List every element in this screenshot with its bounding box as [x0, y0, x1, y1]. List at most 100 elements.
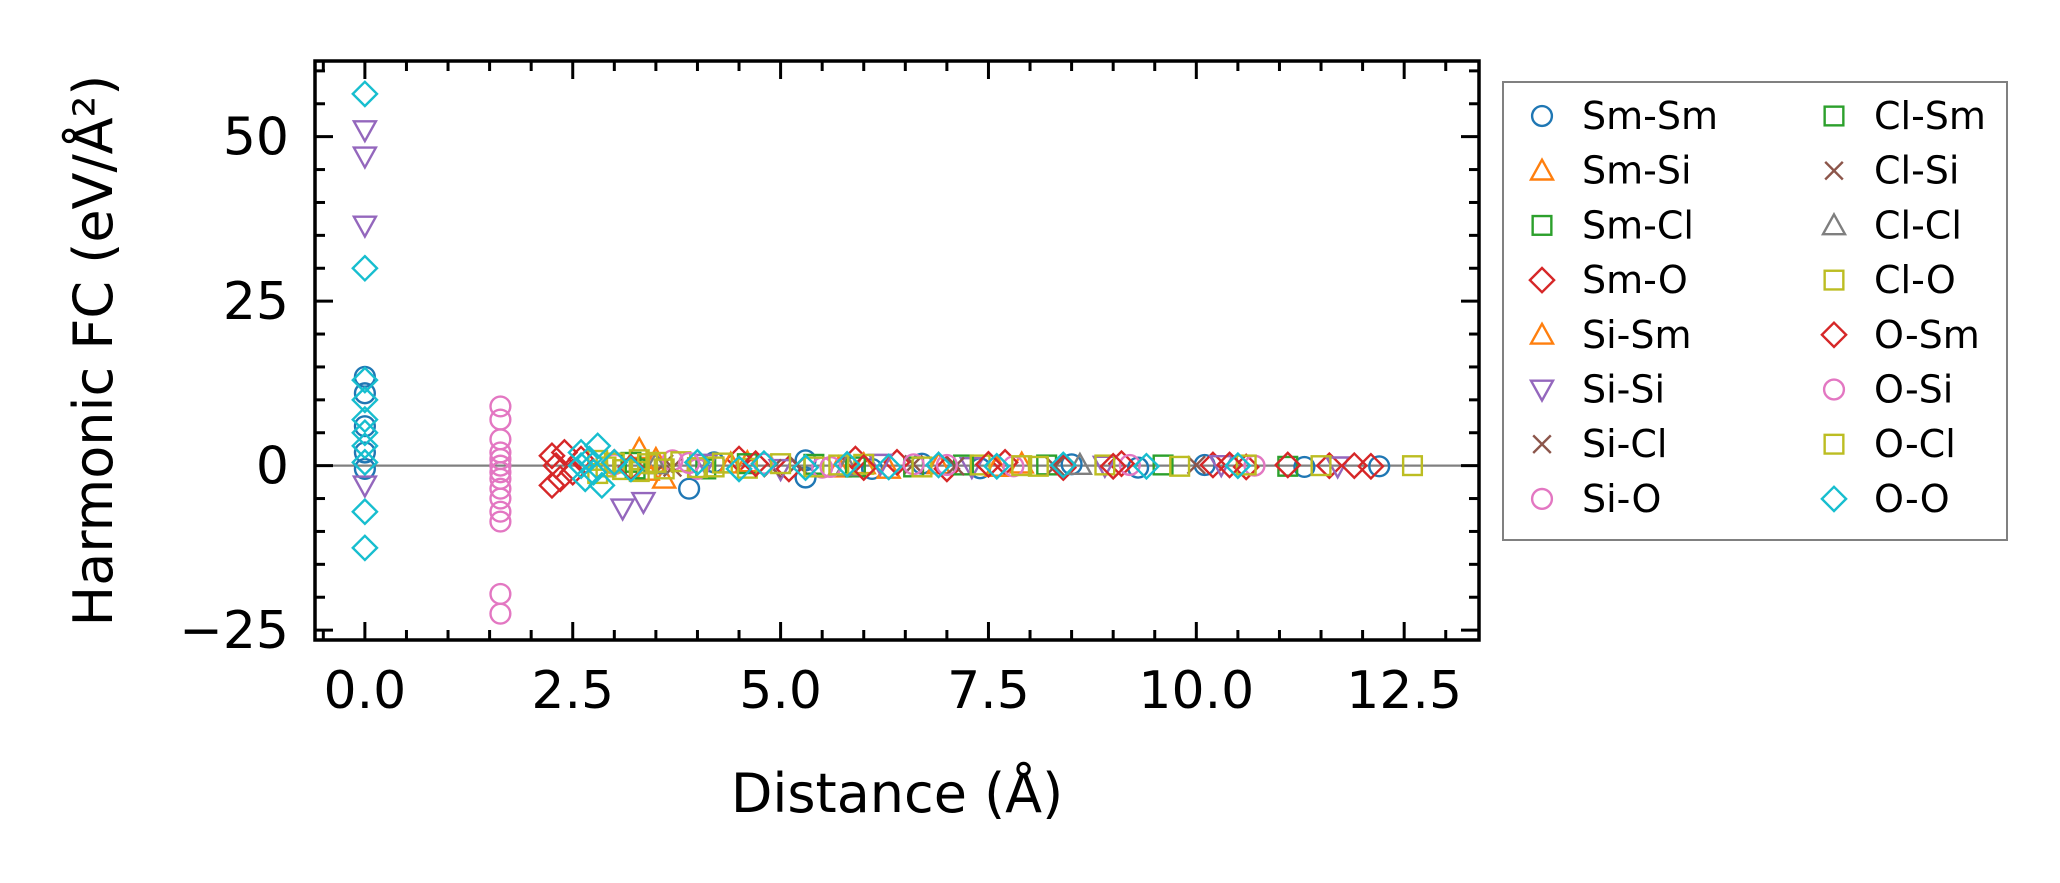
data-point: [353, 441, 376, 464]
legend-label: Si-Si: [1582, 368, 1665, 412]
legend-item: Sm-Si: [1528, 149, 1692, 193]
data-point: [489, 408, 512, 431]
y-tick-label: 0: [256, 437, 289, 497]
data-point: [752, 452, 776, 475]
data-point: [353, 415, 376, 438]
data-point: [351, 432, 379, 460]
data-point: [575, 445, 604, 473]
x-tick-label: 5.0: [739, 661, 822, 721]
data-point: [489, 395, 512, 418]
data-point: [741, 449, 770, 478]
data-point: [351, 448, 379, 477]
legend-marker: [1531, 214, 1553, 236]
data-point: [351, 146, 378, 170]
data-point: [653, 458, 675, 480]
legend-label: Si-Cl: [1582, 422, 1667, 466]
data-point: [617, 455, 645, 483]
data-point: [1094, 454, 1116, 476]
data-point: [945, 456, 965, 476]
data-point: [1368, 455, 1391, 478]
y-tick-label: 25: [223, 272, 289, 332]
data-point: [1011, 455, 1033, 477]
data-point: [1186, 455, 1206, 475]
y-tick-label: −25: [179, 601, 289, 661]
data-point: [600, 448, 629, 477]
data-point: [935, 453, 958, 477]
legend-marker: [1823, 269, 1845, 291]
legend-marker: [1823, 105, 1845, 127]
data-point: [924, 451, 953, 479]
data-point: [489, 510, 512, 533]
data-point: [678, 477, 701, 500]
legend-item: Cl-O: [1823, 258, 1956, 302]
data-point: [351, 215, 378, 239]
data-point: [588, 471, 616, 500]
data-point: [583, 432, 612, 460]
data-point: [489, 500, 512, 523]
data-point: [1152, 454, 1174, 476]
data-point: [1099, 452, 1127, 481]
legend-box: [1502, 81, 2008, 541]
data-point: [489, 582, 512, 606]
data-point: [1310, 455, 1332, 477]
legend-label: Cl-Si: [1874, 149, 1959, 193]
data-point: [542, 451, 570, 480]
data-point: [538, 471, 566, 500]
legend-label: Cl-Cl: [1874, 203, 1962, 247]
legend-label: Si-Sm: [1582, 313, 1692, 357]
data-point: [828, 454, 850, 476]
x-tick-label: 0.0: [324, 661, 407, 721]
data-point: [1273, 451, 1302, 479]
data-point: [692, 453, 719, 478]
data-point: [849, 453, 878, 482]
legend-marker: [1824, 161, 1844, 181]
axes: 0.0 2.5 5.0 7.5 10.0 12.5 −25 0 25 50: [179, 59, 1481, 721]
series-si-si: [351, 120, 1351, 522]
data-point: [1118, 453, 1141, 477]
legend-item: Si-O: [1530, 477, 1661, 521]
data-point: [683, 448, 712, 477]
data-point: [609, 498, 636, 522]
data-point: [567, 451, 595, 480]
legend-item: Cl-Sm: [1823, 94, 1986, 138]
legend-label: O-O: [1874, 477, 1950, 521]
data-point: [874, 453, 903, 481]
series-o-si: [489, 447, 958, 484]
data-point: [351, 120, 378, 144]
data-point: [1027, 455, 1049, 477]
legend-marker: [1820, 485, 1848, 513]
data-point: [725, 455, 753, 483]
data-point: [351, 254, 379, 283]
legend-marker: [1528, 266, 1556, 294]
data-point: [1340, 451, 1369, 480]
legend-label: Cl-Sm: [1874, 94, 1986, 138]
data-point: [546, 465, 575, 493]
data-point: [351, 475, 378, 499]
data-point: [969, 454, 991, 476]
data-point: [750, 449, 778, 478]
data-point: [351, 366, 379, 394]
legend-marker: [1532, 434, 1552, 454]
legend-marker: [1820, 211, 1848, 236]
series-cl-o: [587, 449, 1424, 485]
data-point: [1401, 455, 1424, 477]
x-tick-label: 7.5: [947, 661, 1030, 721]
data-point: [489, 602, 512, 625]
legend-label: Sm-O: [1582, 258, 1688, 302]
data-point: [351, 80, 379, 108]
data-point: [538, 441, 566, 470]
data-point: [833, 450, 861, 479]
x-tick-label: 12.5: [1346, 661, 1462, 721]
data-point: [630, 491, 657, 516]
data-point: [678, 451, 701, 475]
x-tick-label: 10.0: [1138, 661, 1254, 721]
data-point: [579, 458, 608, 487]
plot-area: [315, 80, 1479, 625]
data-point: [1224, 451, 1252, 480]
x-axis-title: Distance (Å): [731, 761, 1063, 825]
legend-item: O-Cl: [1823, 422, 1956, 466]
legend-marker: [1823, 433, 1845, 455]
data-point: [1045, 456, 1065, 476]
legend-marker: [1530, 104, 1554, 128]
